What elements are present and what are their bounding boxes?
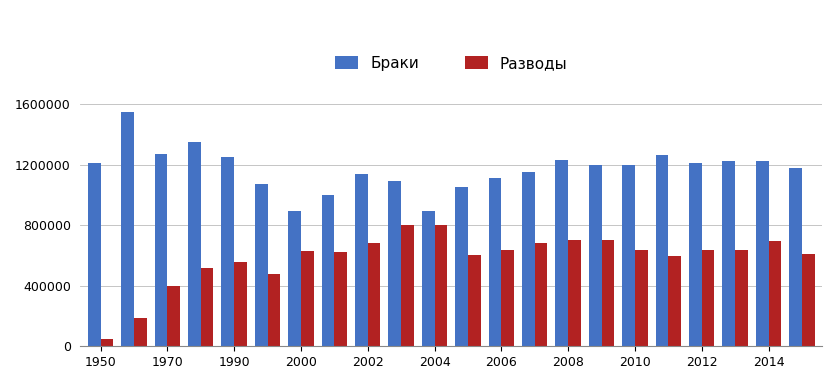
Bar [155, 154, 167, 346]
Bar [734, 250, 747, 346]
Bar [767, 242, 780, 346]
Bar [201, 268, 213, 346]
Bar [288, 211, 301, 346]
Bar [621, 165, 635, 346]
Bar [321, 195, 334, 346]
Bar [688, 163, 701, 346]
Bar [234, 262, 247, 346]
Bar [421, 211, 434, 346]
Bar [555, 160, 568, 346]
Bar [88, 163, 100, 346]
Bar [334, 252, 347, 346]
Bar [501, 250, 513, 346]
Bar [522, 172, 534, 346]
Bar [455, 187, 467, 346]
Bar [167, 286, 180, 346]
Legend: Браки, Разводы: Браки, Разводы [334, 56, 567, 71]
Bar [601, 240, 614, 346]
Bar [100, 339, 113, 346]
Bar [254, 184, 268, 346]
Bar [701, 250, 714, 346]
Bar [467, 255, 480, 346]
Bar [755, 161, 767, 346]
Bar [635, 250, 647, 346]
Bar [388, 181, 400, 346]
Bar [367, 243, 380, 346]
Bar [188, 142, 201, 346]
Bar [801, 254, 813, 346]
Bar [301, 251, 314, 346]
Bar [400, 225, 413, 346]
Bar [655, 155, 668, 346]
Bar [534, 243, 547, 346]
Bar [134, 318, 146, 346]
Bar [121, 112, 134, 346]
Bar [354, 174, 367, 346]
Bar [268, 274, 280, 346]
Bar [589, 165, 601, 346]
Bar [788, 168, 801, 346]
Bar [668, 256, 681, 346]
Bar [222, 157, 234, 346]
Bar [434, 225, 446, 346]
Bar [568, 240, 580, 346]
Bar [721, 161, 734, 346]
Bar [488, 179, 501, 346]
